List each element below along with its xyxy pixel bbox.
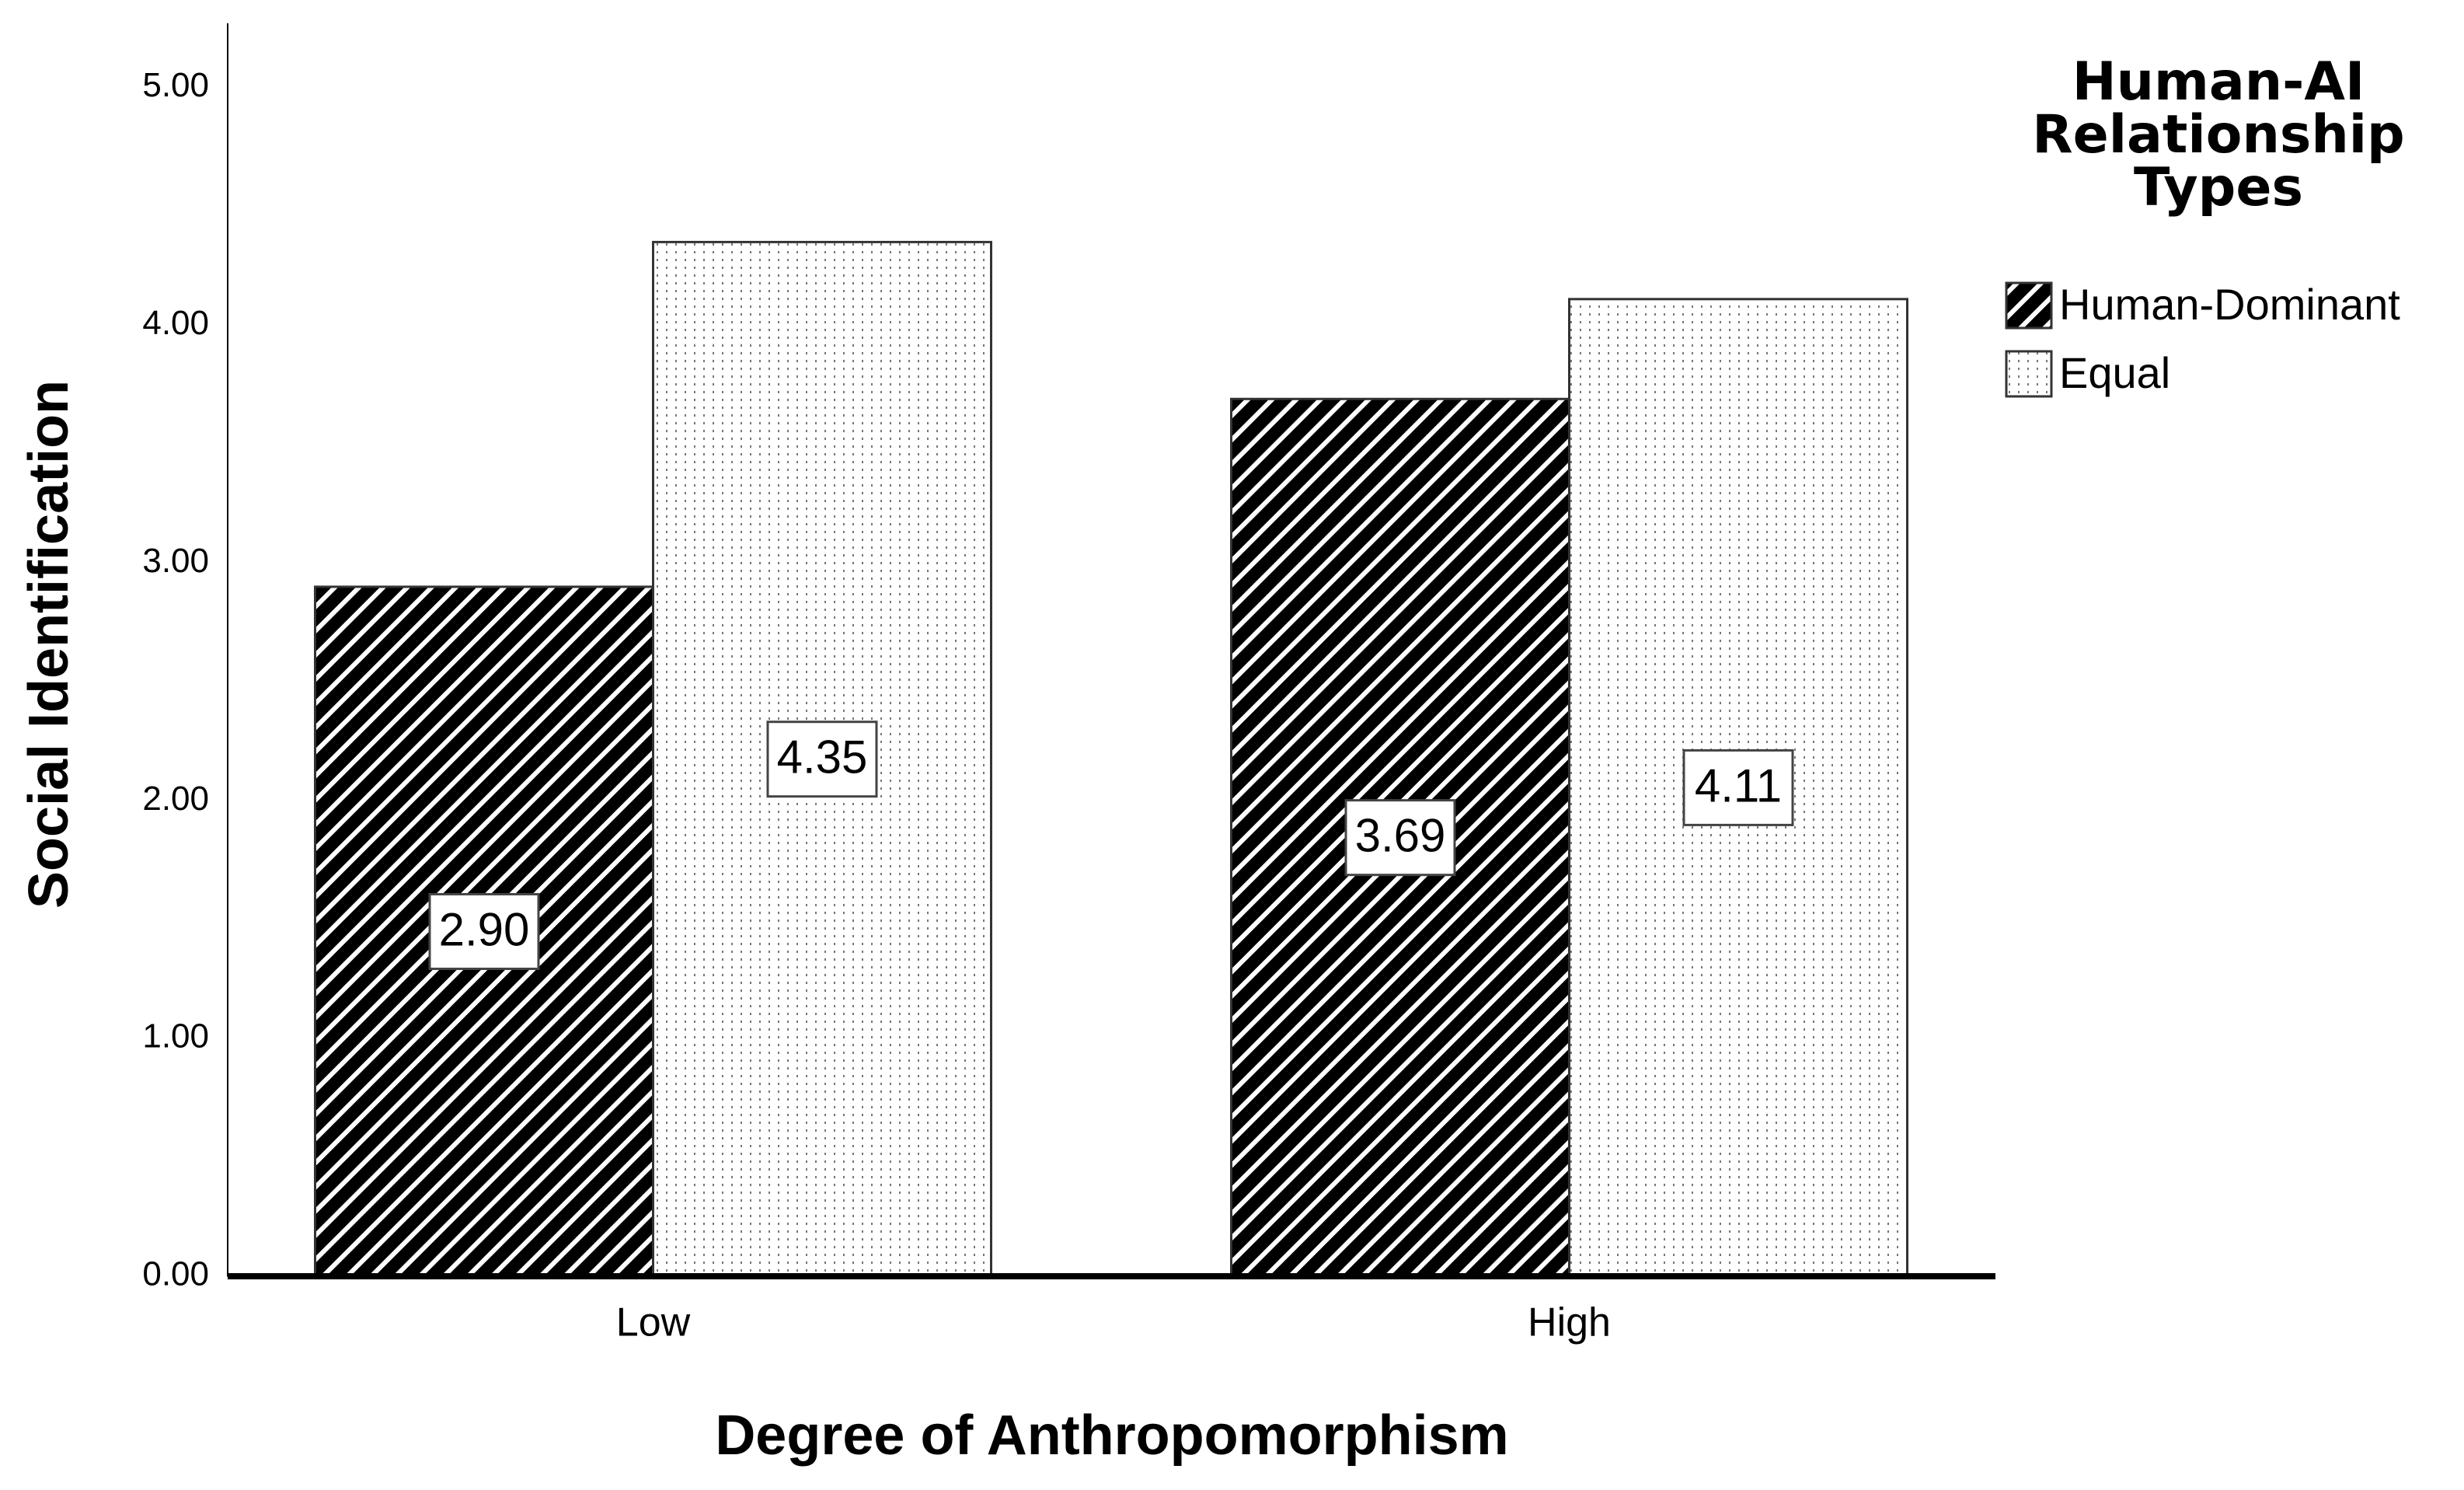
legend-label: Human-Dominant: [2059, 280, 2400, 329]
y-tick-label: 3.00: [142, 542, 209, 580]
x-axis-title: Degree of Anthropomorphism: [715, 1405, 1508, 1467]
value-label-box: [1682, 748, 1794, 826]
value-label: 2.90: [439, 903, 530, 955]
y-axis-title: Social Identification: [18, 380, 80, 909]
y-tick-label: 4.00: [142, 304, 209, 342]
value-label: 4.11: [1695, 759, 1782, 811]
x-tick-label: High: [1528, 1300, 1611, 1345]
legend-label: Equal: [2059, 348, 2170, 397]
y-tick-label: 0.00: [142, 1255, 209, 1293]
x-tick-label: Low: [616, 1300, 691, 1345]
value-label-box: [1344, 799, 1456, 877]
y-tick-label: 5.00: [142, 66, 209, 104]
value-label-box: [428, 892, 540, 970]
legend-title: Human-AI Relationship Types: [2032, 51, 2405, 218]
legend-swatch: [2005, 281, 2053, 330]
value-label: 3.69: [1355, 809, 1446, 861]
y-tick-label: 1.00: [142, 1017, 209, 1056]
y-tick-label: 2.00: [142, 780, 209, 818]
value-label-box: [766, 721, 878, 798]
value-label: 4.35: [777, 731, 868, 783]
legend-swatch: [2005, 350, 2053, 398]
